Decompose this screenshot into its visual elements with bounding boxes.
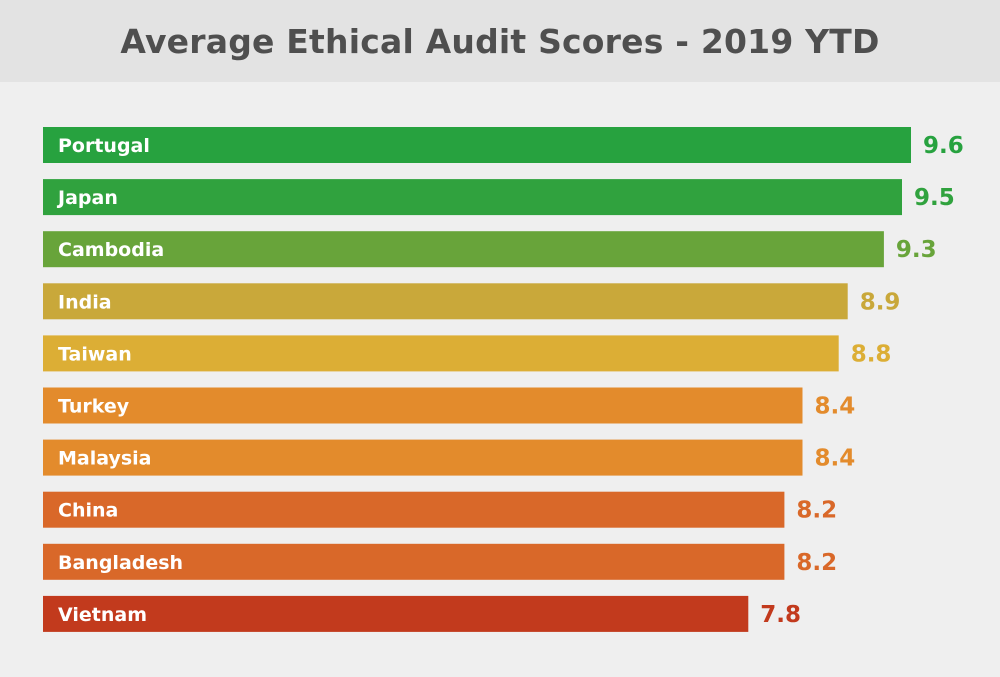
bar-label-cambodia: Cambodia bbox=[58, 239, 164, 261]
value-label-malaysia: 8.4 bbox=[815, 446, 856, 472]
value-label-portugal: 9.6 bbox=[923, 133, 964, 159]
value-label-bangladesh: 8.2 bbox=[796, 550, 837, 576]
value-label-vietnam: 7.8 bbox=[760, 602, 801, 628]
bar-label-taiwan: Taiwan bbox=[58, 343, 132, 365]
bar-bangladesh bbox=[43, 543, 785, 580]
bar-taiwan bbox=[43, 335, 839, 372]
chart-title: Average Ethical Audit Scores - 2019 YTD bbox=[120, 21, 880, 61]
bar-malaysia bbox=[43, 439, 803, 476]
value-label-japan: 9.5 bbox=[914, 185, 955, 211]
bar-label-india: India bbox=[58, 291, 112, 313]
bar-label-bangladesh: Bangladesh bbox=[58, 552, 183, 574]
bar-label-vietnam: Vietnam bbox=[58, 604, 147, 626]
bar-label-portugal: Portugal bbox=[58, 135, 150, 157]
chart-header: Average Ethical Audit Scores - 2019 YTD bbox=[0, 0, 1000, 82]
bar-label-china: China bbox=[58, 500, 118, 522]
bar-cambodia bbox=[43, 231, 884, 268]
value-label-cambodia: 9.3 bbox=[896, 237, 937, 263]
bar-india bbox=[43, 283, 848, 320]
bar-label-malaysia: Malaysia bbox=[58, 448, 152, 470]
value-label-india: 8.9 bbox=[860, 289, 901, 315]
value-label-china: 8.2 bbox=[796, 498, 837, 524]
bar-label-turkey: Turkey bbox=[58, 396, 130, 418]
bar-chart: Portugal 9.6 Japan 9.5 Cambodia 9.3 India 8.9 Ta… bbox=[43, 127, 964, 632]
bar-japan bbox=[43, 179, 902, 216]
bar-turkey bbox=[43, 387, 803, 424]
bar-portugal bbox=[43, 127, 911, 163]
value-label-taiwan: 8.8 bbox=[851, 341, 892, 367]
bar-label-japan: Japan bbox=[56, 187, 118, 209]
value-label-turkey: 8.4 bbox=[815, 394, 856, 420]
bar-china bbox=[43, 491, 785, 528]
chart-plot-area: Portugal 9.6 Japan 9.5 Cambodia 9.3 India 8.9 Ta… bbox=[0, 82, 1000, 677]
bar-vietnam bbox=[43, 595, 749, 632]
